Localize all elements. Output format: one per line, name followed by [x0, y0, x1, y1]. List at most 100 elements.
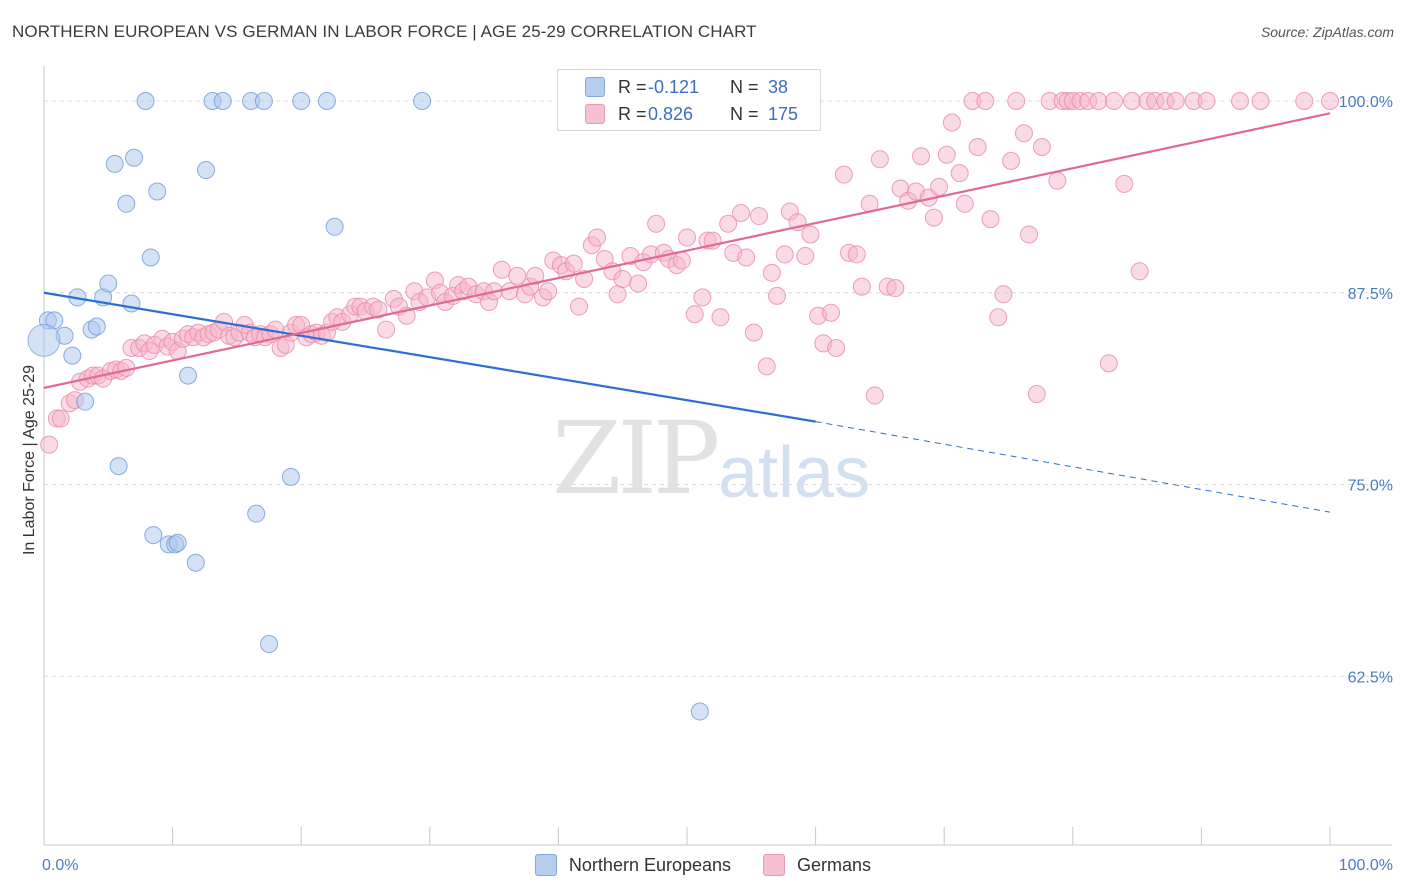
- northern-european-point: [27, 323, 61, 357]
- northern-europeans-trend-line: [43, 291, 816, 423]
- y-tick-label: 100.0%: [1339, 94, 1393, 111]
- northern-european-point: [63, 346, 82, 365]
- german-point: [1230, 92, 1249, 111]
- r-value: 0.826: [648, 103, 694, 124]
- legend-label: Germans: [797, 854, 872, 875]
- tick-labels: 62.5% 75.0% 87.5% 100.0% 0.0% 100.0%: [42, 94, 1393, 874]
- stats-row-germans: R = 0.826 N = 175: [558, 102, 798, 126]
- source-credit: Source: ZipAtlas.com: [1260, 24, 1394, 40]
- german-point: [1166, 92, 1185, 111]
- x-tick-label: 100.0%: [1339, 857, 1393, 874]
- german-point: [678, 228, 696, 247]
- y-tick-label: 75.0%: [1348, 478, 1393, 495]
- y-tick-label: 62.5%: [1348, 669, 1393, 686]
- german-point: [369, 300, 388, 319]
- german-point: [526, 266, 545, 285]
- german-point: [564, 254, 583, 273]
- german-point: [757, 357, 776, 376]
- northern-european-point: [247, 504, 266, 523]
- german-point: [1027, 385, 1046, 404]
- northern-european-point: [186, 553, 205, 572]
- watermark-atlas: atlas: [718, 433, 871, 513]
- germans-points: [40, 92, 1339, 454]
- german-point: [1251, 92, 1270, 111]
- northern-europeans-trend-extension: [815, 421, 1331, 513]
- german-point: [587, 228, 606, 247]
- german-point: [950, 164, 969, 183]
- northern-european-point: [325, 217, 344, 236]
- german-point: [1197, 92, 1216, 111]
- axes: [43, 66, 1392, 846]
- german-point: [827, 338, 846, 357]
- n-value: 175: [768, 103, 799, 124]
- german-point: [1122, 92, 1141, 111]
- northern-european-point: [690, 702, 709, 721]
- legend-item-northern-europeans: Northern Europeans: [534, 854, 731, 876]
- northern-europeans-swatch: [585, 77, 605, 97]
- german-point: [865, 386, 884, 405]
- northern-european-point: [125, 148, 144, 167]
- german-point: [852, 277, 871, 296]
- german-point: [834, 165, 853, 184]
- northern-european-point: [141, 248, 160, 267]
- northern-europeans-legend-swatch: [534, 854, 557, 876]
- northern-european-point: [213, 92, 232, 111]
- german-point: [796, 246, 815, 265]
- german-point: [1048, 171, 1067, 190]
- german-point: [994, 285, 1013, 304]
- german-point: [1295, 92, 1314, 111]
- german-point: [1115, 174, 1134, 193]
- german-point: [608, 285, 627, 304]
- germans-swatch: [585, 104, 605, 124]
- northern-european-point: [117, 194, 136, 213]
- n-label: N =: [730, 103, 759, 124]
- northern-european-point: [136, 92, 155, 111]
- germans-trend-line: [43, 112, 1331, 389]
- chart-title: NORTHERN EUROPEAN VS GERMAN IN LABOR FOR…: [12, 22, 757, 41]
- northern-european-point: [99, 274, 118, 293]
- german-point: [693, 288, 712, 307]
- german-point: [672, 251, 691, 270]
- northern-european-point: [148, 182, 167, 201]
- german-point: [955, 194, 974, 213]
- northern-european-point: [109, 457, 128, 476]
- germans-legend-swatch: [763, 854, 786, 876]
- r-label: R =: [618, 76, 647, 97]
- german-point: [500, 282, 519, 301]
- german-point: [51, 409, 70, 428]
- northern-european-point: [87, 317, 106, 336]
- stats-row-northern-europeans: R = -0.121 N = 38: [558, 75, 788, 99]
- german-point: [768, 286, 787, 305]
- northern-european-point: [260, 635, 279, 654]
- german-point: [847, 245, 866, 264]
- x-tick-label: 0.0%: [42, 857, 78, 874]
- legend-item-germans: Germans: [763, 854, 871, 876]
- n-value: 38: [768, 76, 789, 97]
- german-point: [508, 266, 527, 285]
- german-point: [937, 145, 956, 164]
- grid-lines: [44, 100, 1392, 677]
- y-tick-label: 87.5%: [1348, 286, 1393, 303]
- german-point: [1321, 92, 1339, 111]
- northern-european-point: [168, 533, 187, 552]
- german-point: [976, 92, 995, 111]
- northern-european-point: [317, 92, 336, 111]
- northern-european-point: [292, 92, 311, 111]
- german-point: [744, 323, 763, 342]
- northern-european-point: [76, 392, 95, 411]
- german-point: [719, 214, 738, 233]
- german-point: [822, 303, 841, 322]
- german-point: [647, 214, 666, 233]
- german-point: [1007, 92, 1026, 111]
- german-point: [912, 147, 931, 166]
- german-point: [732, 203, 751, 222]
- german-point: [924, 208, 943, 227]
- german-point: [737, 248, 756, 267]
- r-label: R =: [618, 103, 647, 124]
- northern-european-point: [254, 92, 273, 111]
- n-label: N =: [730, 76, 759, 97]
- german-point: [575, 269, 594, 288]
- northern-european-point: [197, 161, 216, 180]
- german-point: [981, 210, 1000, 229]
